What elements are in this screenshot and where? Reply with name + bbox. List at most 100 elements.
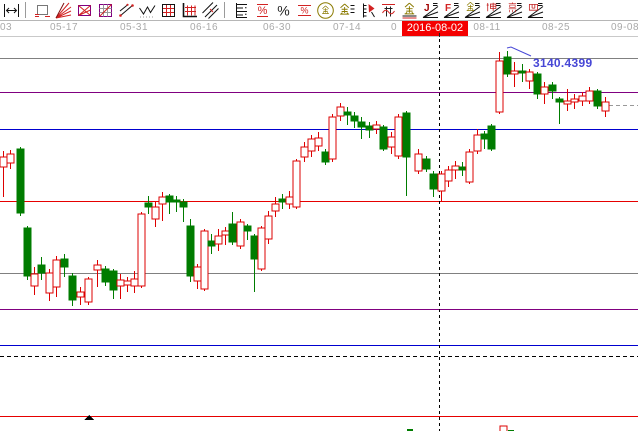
axis-label: 03 <box>0 22 13 33</box>
candle-up <box>76 287 85 305</box>
candle-down <box>207 234 216 254</box>
candle-down <box>243 224 252 240</box>
candle-down <box>518 64 527 82</box>
golden-angle-icon <box>464 1 481 18</box>
fibonacci-ladder-button[interactable] <box>231 1 252 20</box>
percent-lines-icon: % <box>298 4 311 16</box>
axis-label: 0 <box>390 22 398 33</box>
candle-up <box>314 132 323 151</box>
candle-down <box>23 226 32 280</box>
candle-up <box>193 264 202 289</box>
gann-square-button[interactable] <box>95 1 116 20</box>
candle-down <box>172 196 181 212</box>
candle-down <box>480 131 489 149</box>
candle-up <box>221 227 230 245</box>
f-angle-button[interactable]: F <box>441 1 462 20</box>
candle-up <box>328 114 337 162</box>
candle-down <box>533 72 542 99</box>
chart-area: 3140.4399 <box>0 37 638 435</box>
gann-box-button[interactable] <box>74 1 95 20</box>
box-range-button[interactable] <box>32 1 53 20</box>
candle-up <box>116 274 125 299</box>
axis-label: 06-30 <box>262 22 292 33</box>
selected-date-label: 2016-08-02 <box>402 21 468 36</box>
axis-label: 05-17 <box>49 22 79 33</box>
gann-box-icon <box>78 4 91 16</box>
candle-down <box>60 254 69 277</box>
si-angle-button[interactable] <box>525 1 546 20</box>
partial-candle-up <box>499 425 508 435</box>
candle-up <box>336 103 345 121</box>
golden-line-icon <box>402 2 417 18</box>
candlestick-chart[interactable]: 3140.4399 <box>0 37 638 435</box>
percent-range-glyph: % <box>258 5 268 17</box>
candle-down <box>350 112 359 128</box>
candle-up <box>52 256 61 297</box>
trend-lines-button[interactable] <box>116 1 137 20</box>
candle-down <box>250 234 259 292</box>
golden-levels-button[interactable] <box>336 1 357 20</box>
candle-up <box>451 161 460 179</box>
wave-pattern-button[interactable] <box>378 1 399 20</box>
candle-up <box>525 69 534 89</box>
candle-down <box>37 257 46 280</box>
candle-down <box>503 51 512 77</box>
si-angle-icon <box>527 2 544 18</box>
parallel-channel-icon <box>202 1 219 19</box>
crosshair-axis-tick <box>439 33 440 37</box>
candle-up <box>271 197 280 217</box>
percent-button[interactable]: % <box>273 1 294 20</box>
candle-down <box>165 194 174 214</box>
partial-candle-down <box>508 430 514 432</box>
golden-line-button[interactable] <box>399 1 420 20</box>
parallel-channel-button[interactable] <box>200 1 221 20</box>
candle-down <box>357 117 366 139</box>
golden-circle-button[interactable] <box>315 1 336 20</box>
axis-label: 08-25 <box>541 22 571 33</box>
wave-pattern-icon <box>382 3 395 16</box>
percent-lines-button[interactable]: % <box>294 1 315 20</box>
price-flag-button[interactable] <box>357 1 378 20</box>
candle-up <box>200 229 209 291</box>
candle-down <box>422 156 431 172</box>
candle-up <box>264 211 273 244</box>
j-angle-button[interactable]: J <box>420 1 441 20</box>
candle-up <box>495 52 504 114</box>
candle-down <box>343 107 352 125</box>
candle-down <box>593 89 602 109</box>
gann-fan-button[interactable] <box>53 1 74 20</box>
candle-up <box>465 149 474 184</box>
gann-grid-button[interactable] <box>158 1 179 20</box>
candle-down <box>402 111 411 196</box>
candle-up <box>394 114 403 159</box>
percent-icon: % <box>277 2 289 18</box>
candle-down <box>548 82 557 99</box>
box-range-icon <box>35 4 50 17</box>
candle-up <box>387 132 396 154</box>
candle-up <box>300 142 309 162</box>
ying-angle-button[interactable] <box>504 1 525 20</box>
candle-up <box>601 97 610 117</box>
percent-range-button[interactable]: % <box>252 1 273 20</box>
candle-up <box>444 166 453 187</box>
candle-down <box>429 171 438 197</box>
shen-angle-button[interactable] <box>483 1 504 20</box>
candle-up <box>285 191 294 209</box>
candle-down <box>144 196 153 214</box>
candle-up <box>414 149 423 174</box>
horizontal-measure-icon <box>4 3 19 17</box>
candle-down <box>179 199 188 222</box>
zigzag-button[interactable] <box>137 1 158 20</box>
candle-down <box>487 124 496 151</box>
candle-up <box>570 94 579 109</box>
candle-down <box>278 194 287 209</box>
candle-down <box>16 147 25 216</box>
gann-grid-corner-button[interactable] <box>179 1 200 20</box>
candle-up <box>473 129 482 154</box>
f-glyph: F <box>445 3 451 14</box>
golden-angle-button[interactable] <box>462 1 483 20</box>
horizontal-measure-button[interactable] <box>1 1 22 20</box>
j-angle-icon: J <box>422 2 439 18</box>
price-annotation[interactable]: 3140.4399 <box>533 56 592 70</box>
